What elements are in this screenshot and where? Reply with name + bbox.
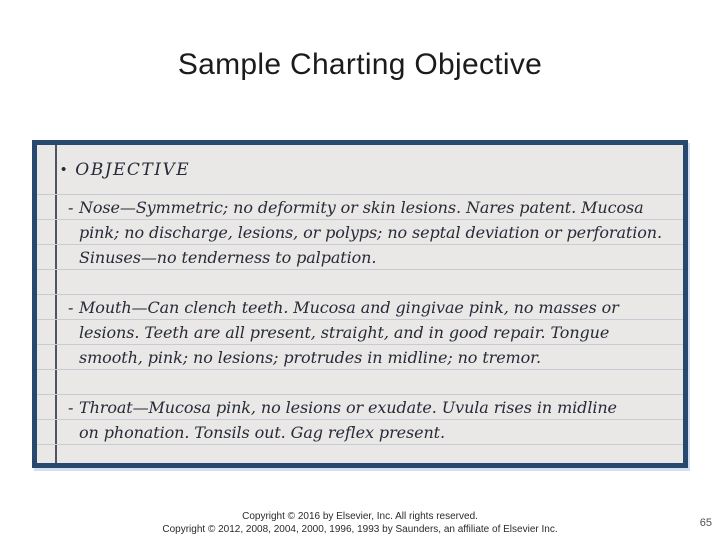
bullet-icon: • (61, 161, 67, 178)
objective-header-row: • OBJECTIVE (37, 145, 683, 195)
note-line-text: Throat—Mucosa pink, no lesions or exudat… (79, 398, 617, 417)
dash-marker: - (68, 398, 74, 417)
note-item-nose: - Nose—Symmetric; no deformity or skin le… (37, 195, 683, 270)
note-line: pink; no discharge, lesions, or polyps; … (79, 223, 662, 242)
note-line-text: Mouth—Can clench teeth. Mucosa and gingi… (79, 298, 619, 317)
charting-note-box: • OBJECTIVE - Nose—Symmetric; no deformit… (32, 140, 688, 468)
note-line: on phonation. Tonsils out. Gag reflex pr… (79, 423, 445, 442)
objective-label: OBJECTIVE (75, 159, 191, 180)
notebook-body: - Nose—Symmetric; no deformity or skin le… (37, 195, 683, 463)
dash-marker: - (68, 198, 74, 217)
slide-title: Sample Charting Objective (177, 48, 543, 81)
note-line: lesions. Teeth are all present, straight… (79, 323, 610, 342)
copyright-line-2: Copyright © 2012, 2008, 2004, 2000, 1996… (162, 524, 558, 535)
note-line: - Nose—Symmetric; no deformity or skin le… (37, 195, 683, 220)
note-line: - Throat—Mucosa pink, no lesions or exuda… (37, 395, 683, 420)
note-item-throat: - Throat—Mucosa pink, no lesions or exuda… (37, 395, 683, 445)
note-line: smooth, pink; no lesions; protrudes in m… (79, 348, 541, 367)
note-item-mouth: - Mouth—Can clench teeth. Mucosa and ging… (37, 295, 683, 370)
copyright-line-1: Copyright © 2016 by Elsevier, Inc. All r… (242, 511, 478, 522)
note-line: - Mouth—Can clench teeth. Mucosa and ging… (37, 295, 683, 320)
note-line-text: Nose—Symmetric; no deformity or skin les… (79, 198, 644, 217)
dash-marker: - (68, 298, 74, 317)
copyright-footer: Copyright © 2016 by Elsevier, Inc. All r… (0, 510, 720, 536)
page-number: 65 (699, 517, 712, 529)
note-line: Sinuses—no tenderness to palpation. (79, 248, 377, 267)
